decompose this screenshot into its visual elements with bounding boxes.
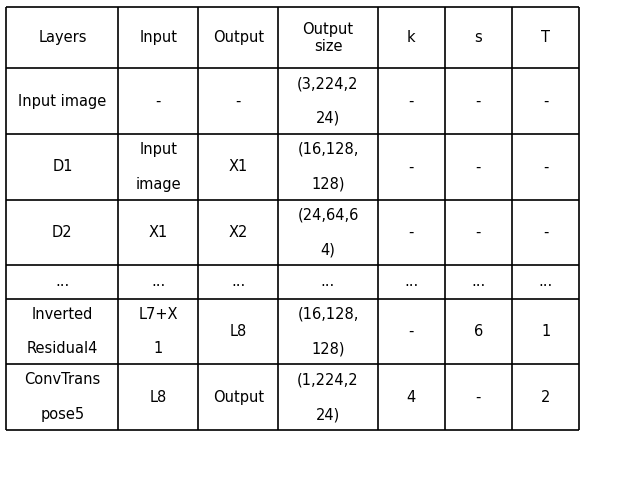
Text: -: -	[543, 225, 548, 240]
Text: T: T	[541, 30, 550, 45]
Text: -: -	[476, 94, 481, 109]
Text: Input image: Input image	[19, 94, 106, 109]
Text: ...: ...	[55, 275, 70, 289]
Text: 6: 6	[474, 324, 483, 339]
Text: D2: D2	[52, 225, 73, 240]
Text: (24,64,6

4): (24,64,6 4)	[298, 207, 358, 258]
Text: -: -	[408, 225, 414, 240]
Text: L7+X

1: L7+X 1	[139, 306, 178, 356]
Text: (3,224,2

24): (3,224,2 24)	[297, 76, 359, 126]
Text: -: -	[476, 159, 481, 174]
Text: -: -	[476, 225, 481, 240]
Text: D1: D1	[52, 159, 73, 174]
Text: ...: ...	[321, 275, 335, 289]
Text: L8: L8	[230, 324, 247, 339]
Text: -: -	[543, 94, 548, 109]
Text: X2: X2	[228, 225, 248, 240]
Text: Layers: Layers	[38, 30, 86, 45]
Text: (16,128,

128): (16,128, 128)	[298, 306, 358, 356]
Text: Output: Output	[213, 390, 264, 405]
Text: Output
size: Output size	[303, 21, 353, 54]
Text: 4: 4	[406, 390, 416, 405]
Text: 1: 1	[541, 324, 550, 339]
Text: X1: X1	[148, 225, 168, 240]
Text: Output: Output	[213, 30, 264, 45]
Text: ...: ...	[538, 275, 553, 289]
Text: Input

image: Input image	[136, 142, 181, 192]
Text: -: -	[408, 324, 414, 339]
Text: Input: Input	[140, 30, 177, 45]
Text: ...: ...	[471, 275, 486, 289]
Text: X1: X1	[228, 159, 248, 174]
Text: ConvTrans

pose5: ConvTrans pose5	[24, 372, 100, 422]
Text: ...: ...	[404, 275, 419, 289]
Text: ...: ...	[151, 275, 166, 289]
Text: Inverted

Residual4: Inverted Residual4	[27, 306, 98, 356]
Text: -: -	[408, 159, 414, 174]
Text: -: -	[476, 390, 481, 405]
Text: -: -	[156, 94, 161, 109]
Text: L8: L8	[150, 390, 167, 405]
Text: -: -	[543, 159, 548, 174]
Text: -: -	[408, 94, 414, 109]
Text: 2: 2	[541, 390, 550, 405]
Text: ...: ...	[231, 275, 246, 289]
Text: k: k	[407, 30, 415, 45]
Text: -: -	[236, 94, 241, 109]
Text: (1,224,2

24): (1,224,2 24)	[297, 372, 359, 422]
Text: (16,128,

128): (16,128, 128)	[298, 142, 358, 192]
Text: s: s	[474, 30, 483, 45]
